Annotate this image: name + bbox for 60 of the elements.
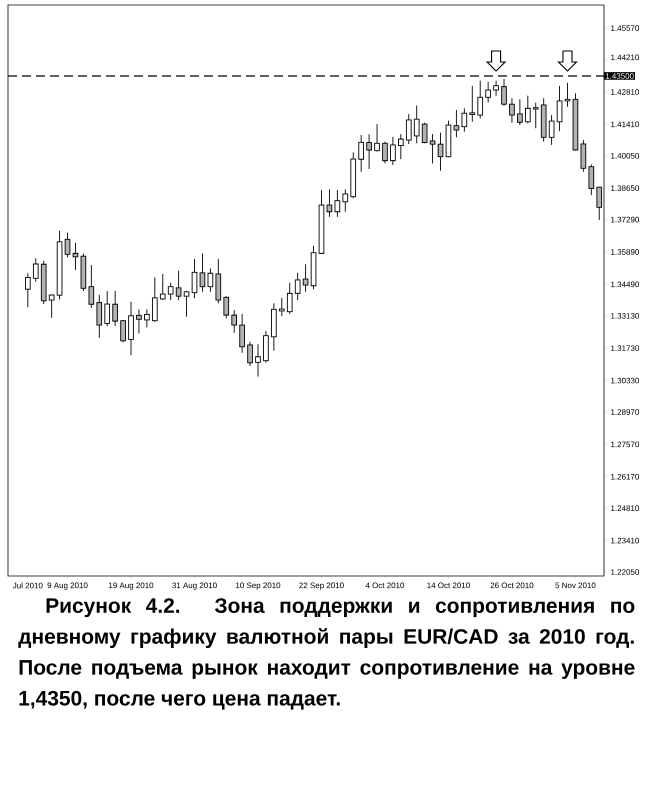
candlestick (532, 102, 539, 129)
candlestick (390, 136, 396, 166)
candlestick (192, 258, 198, 299)
candlestick (469, 85, 476, 122)
candlestick (25, 272, 31, 308)
candlestick (517, 98, 523, 126)
candlestick (255, 344, 261, 378)
candlestick (366, 134, 372, 170)
candlestick (422, 122, 428, 144)
candlestick (278, 297, 285, 316)
candlestick (556, 85, 562, 132)
candlestick (358, 134, 364, 172)
candlestick (374, 124, 380, 152)
candlestick (430, 134, 436, 164)
candlestick (223, 296, 230, 319)
candlestick (406, 113, 412, 144)
candlestick (334, 190, 340, 218)
candlestick (294, 272, 300, 301)
candlestick (524, 95, 531, 124)
candlestick (247, 341, 253, 366)
candlestick (96, 294, 102, 338)
text: Рисунок 4.2. Зона поддержки и сопротивления по дневному графику валютной пары EUR/CAD за 2010 год. После подъема рынок находит сопротивление на уровне 1,4350, после чего цена падает. (18, 598, 635, 710)
candlestick (168, 282, 174, 301)
candlestick (454, 110, 460, 138)
candlestick (286, 282, 293, 314)
candlestick (462, 108, 468, 132)
candlestick (485, 81, 491, 104)
candlestick (501, 78, 507, 107)
candlestick (176, 270, 182, 301)
candlestick (208, 268, 214, 292)
candlestick (104, 290, 110, 326)
candlestick (128, 301, 134, 356)
candlestick (72, 242, 78, 270)
candlestick (239, 314, 245, 354)
candlestick (152, 276, 158, 322)
candlestick (88, 264, 94, 308)
candlestick (302, 264, 308, 292)
candlestick (398, 134, 404, 160)
candlestick (144, 308, 150, 328)
candlestick (438, 132, 444, 172)
candlestick (48, 294, 54, 318)
candlestick (509, 98, 515, 124)
candlestick (493, 80, 499, 96)
candlestick (326, 188, 332, 218)
candlestick (32, 258, 39, 282)
candlestick (477, 80, 484, 119)
candlestick (564, 82, 570, 108)
candlestick (231, 310, 238, 334)
candlestick (112, 290, 118, 326)
candlestick (160, 274, 166, 301)
candlestick (548, 114, 554, 146)
candlestick (136, 308, 142, 334)
candlestick (184, 290, 190, 318)
candlestick (588, 164, 594, 196)
candlestick (342, 188, 348, 212)
candlestick (120, 320, 126, 343)
candlestick (414, 105, 420, 144)
candlestick (382, 141, 388, 164)
candlestick (64, 232, 70, 258)
candlestick (200, 252, 206, 292)
